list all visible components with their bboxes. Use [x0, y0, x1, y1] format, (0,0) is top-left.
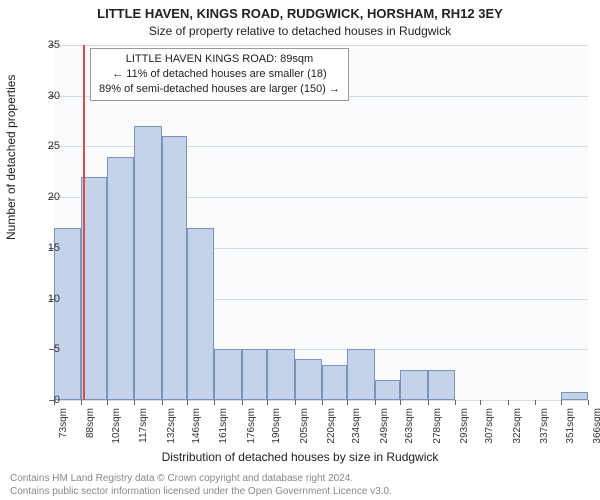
x-tick-label: 278sqm	[432, 408, 443, 444]
attribution-line1: Contains HM Land Registry data © Crown c…	[10, 473, 392, 486]
chart-container: LITTLE HAVEN, KINGS ROAD, RUDGWICK, HORS…	[0, 0, 600, 500]
x-tick-label: 293sqm	[459, 408, 470, 444]
x-tick-mark	[375, 400, 376, 405]
histogram-bar	[375, 380, 401, 400]
x-tick-label: 117sqm	[138, 408, 149, 443]
annotation-line1: LITTLE HAVEN KINGS ROAD: 89sqm	[99, 52, 340, 67]
x-tick-label: 88sqm	[85, 408, 96, 438]
x-tick-mark	[400, 400, 401, 405]
x-tick-mark	[81, 400, 82, 405]
y-axis-label: Number of detached properties	[4, 75, 18, 240]
x-tick-label: 234sqm	[351, 408, 362, 444]
histogram-bar	[162, 136, 188, 400]
x-tick-mark	[295, 400, 296, 405]
x-axis-label: Distribution of detached houses by size …	[0, 450, 600, 464]
y-tick-label: 25	[30, 140, 60, 152]
x-tick-label: 190sqm	[271, 408, 282, 444]
x-tick-mark	[187, 400, 188, 405]
x-tick-mark	[267, 400, 268, 405]
histogram-bar	[561, 392, 588, 400]
x-tick-label: 73sqm	[58, 408, 69, 438]
y-tick-label: 15	[30, 242, 60, 254]
x-tick-mark	[214, 400, 215, 405]
y-tick-label: 5	[30, 343, 60, 355]
histogram-bar	[214, 349, 241, 400]
histogram-bar	[295, 359, 322, 400]
x-tick-mark	[322, 400, 323, 405]
x-tick-label: 161sqm	[218, 408, 229, 444]
reference-line	[83, 45, 85, 400]
y-tick-label: 0	[30, 394, 60, 406]
x-tick-mark	[455, 400, 456, 405]
x-tick-mark	[508, 400, 509, 405]
x-tick-mark	[134, 400, 135, 405]
x-tick-label: 322sqm	[512, 408, 523, 444]
chart-title: LITTLE HAVEN, KINGS ROAD, RUDGWICK, HORS…	[0, 6, 600, 21]
x-tick-mark	[535, 400, 536, 405]
x-tick-mark	[162, 400, 163, 405]
histogram-bar	[400, 370, 427, 400]
x-tick-mark	[107, 400, 108, 405]
x-tick-label: 146sqm	[191, 408, 202, 444]
x-tick-label: 176sqm	[246, 408, 257, 444]
x-tick-mark	[588, 400, 589, 405]
attribution-line2: Contains public sector information licen…	[10, 486, 392, 499]
annotation-box: LITTLE HAVEN KINGS ROAD: 89sqm ← 11% of …	[90, 48, 349, 101]
attribution: Contains HM Land Registry data © Crown c…	[10, 473, 392, 498]
histogram-bar	[187, 228, 214, 400]
x-tick-label: 351sqm	[565, 408, 576, 444]
x-tick-label: 366sqm	[592, 408, 600, 444]
annotation-line2: ← 11% of detached houses are smaller (18…	[99, 67, 340, 82]
x-tick-label: 249sqm	[379, 408, 390, 444]
x-tick-label: 205sqm	[299, 408, 310, 444]
annotation-line3: 89% of semi-detached houses are larger (…	[99, 82, 340, 97]
x-tick-mark	[428, 400, 429, 405]
y-tick-label: 20	[30, 191, 60, 203]
histogram-bar	[242, 349, 268, 400]
histogram-bar	[267, 349, 294, 400]
y-tick-label: 35	[30, 39, 60, 51]
histogram-bar	[347, 349, 374, 400]
gridline	[54, 45, 588, 46]
x-tick-mark	[242, 400, 243, 405]
x-tick-label: 132sqm	[166, 408, 177, 444]
x-tick-label: 102sqm	[111, 408, 122, 444]
x-tick-label: 307sqm	[484, 408, 495, 444]
x-tick-mark	[480, 400, 481, 405]
x-tick-label: 263sqm	[404, 408, 415, 444]
chart-subtitle: Size of property relative to detached ho…	[0, 24, 600, 38]
histogram-bar	[322, 365, 348, 401]
x-tick-label: 220sqm	[326, 408, 337, 444]
histogram-bar	[107, 157, 134, 400]
y-tick-label: 30	[30, 90, 60, 102]
x-tick-mark	[347, 400, 348, 405]
histogram-bar	[428, 370, 455, 400]
histogram-bar	[134, 126, 161, 400]
y-tick-label: 10	[30, 293, 60, 305]
x-tick-mark	[561, 400, 562, 405]
x-tick-label: 337sqm	[539, 408, 550, 444]
